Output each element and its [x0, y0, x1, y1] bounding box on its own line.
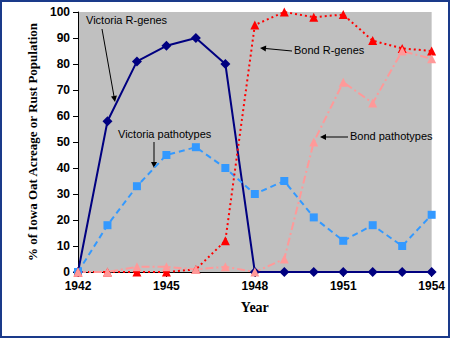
svg-text:70: 70	[57, 83, 71, 97]
svg-text:40: 40	[57, 161, 71, 175]
svg-text:50: 50	[57, 135, 71, 149]
svg-text:90: 90	[57, 31, 71, 45]
svg-text:1951: 1951	[330, 279, 357, 293]
svg-text:Year: Year	[241, 300, 269, 315]
svg-text:Victoria pathotypes: Victoria pathotypes	[118, 128, 212, 140]
svg-text:10: 10	[57, 239, 71, 253]
svg-text:Victoria R-genes: Victoria R-genes	[86, 14, 168, 26]
svg-text:60: 60	[57, 109, 71, 123]
svg-text:1942: 1942	[65, 279, 92, 293]
svg-text:30: 30	[57, 187, 71, 201]
svg-text:0: 0	[63, 265, 70, 279]
svg-text:1954: 1954	[418, 279, 445, 293]
svg-text:% of Iowa Oat Acreage or Rust: % of Iowa Oat Acreage or Rust Population	[25, 22, 40, 261]
svg-text:Bond pathotypes: Bond pathotypes	[350, 130, 433, 142]
svg-text:Bond R-genes: Bond R-genes	[294, 44, 365, 56]
svg-text:1948: 1948	[241, 279, 268, 293]
svg-text:1945: 1945	[153, 279, 180, 293]
svg-text:80: 80	[57, 57, 71, 71]
svg-text:20: 20	[57, 213, 71, 227]
svg-text:100: 100	[50, 5, 70, 19]
